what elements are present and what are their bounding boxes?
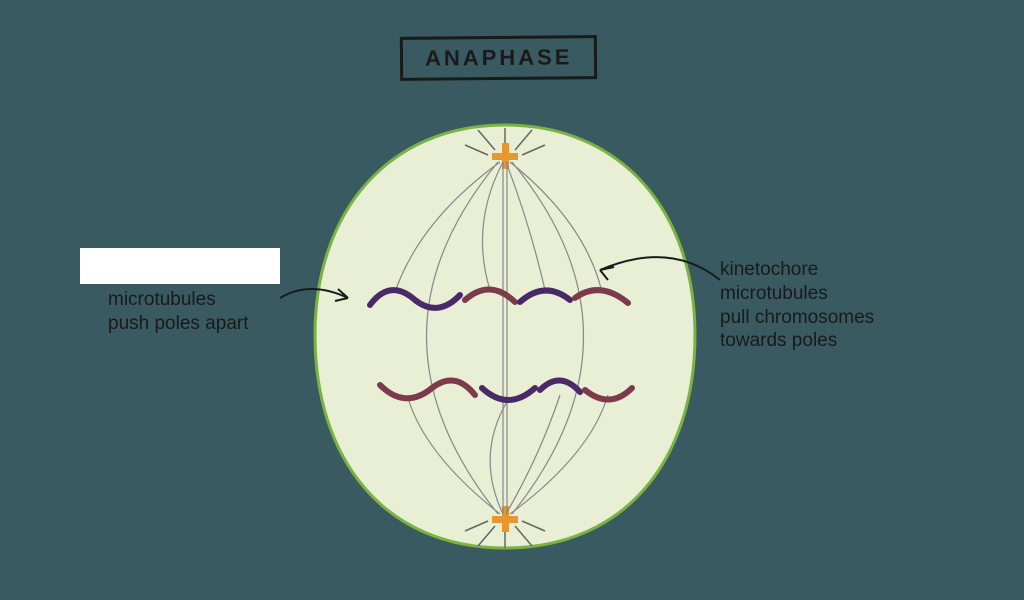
cell-membrane (315, 125, 695, 548)
annotation-left: microtubules push poles apart (108, 288, 249, 336)
annotation-right: kinetochore microtubules pull chromosome… (720, 258, 874, 353)
